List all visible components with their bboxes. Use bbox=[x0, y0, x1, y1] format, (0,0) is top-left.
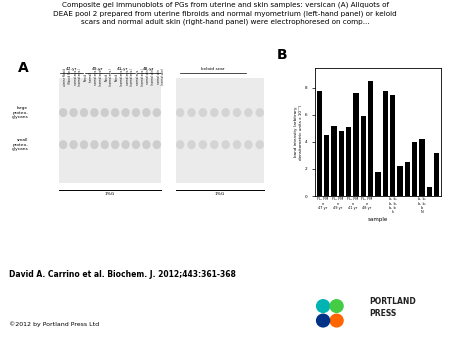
Bar bbox=[58, 78, 162, 183]
Circle shape bbox=[329, 299, 344, 313]
Ellipse shape bbox=[122, 108, 130, 117]
Ellipse shape bbox=[221, 140, 230, 149]
Ellipse shape bbox=[59, 108, 68, 117]
Ellipse shape bbox=[210, 108, 219, 117]
Text: normal myo.
(normal myo.): normal myo. (normal myo.) bbox=[126, 68, 134, 86]
Ellipse shape bbox=[244, 140, 252, 149]
Text: uterine fibroid
(fibroid fibr.): uterine fibroid (fibroid fibr.) bbox=[63, 68, 72, 86]
Circle shape bbox=[316, 314, 330, 328]
Ellipse shape bbox=[100, 108, 109, 117]
Ellipse shape bbox=[142, 108, 151, 117]
Ellipse shape bbox=[69, 140, 78, 149]
Text: fibroid
(normal myo.): fibroid (normal myo.) bbox=[115, 68, 124, 86]
Bar bbox=[324, 135, 329, 196]
Text: B: B bbox=[277, 48, 288, 63]
Ellipse shape bbox=[221, 108, 230, 117]
Bar bbox=[338, 131, 344, 196]
Ellipse shape bbox=[132, 108, 140, 117]
Text: 47-yr: 47-yr bbox=[66, 68, 77, 71]
Text: 49-yr: 49-yr bbox=[91, 68, 103, 71]
Ellipse shape bbox=[244, 108, 252, 117]
Ellipse shape bbox=[153, 140, 161, 149]
X-axis label: sample: sample bbox=[368, 217, 388, 222]
Bar bbox=[176, 78, 265, 183]
Text: 48-yr: 48-yr bbox=[143, 68, 154, 71]
Circle shape bbox=[316, 299, 330, 313]
Ellipse shape bbox=[210, 140, 219, 149]
Ellipse shape bbox=[90, 140, 99, 149]
Text: PORTLAND
PRESS: PORTLAND PRESS bbox=[369, 297, 416, 317]
Text: normal myo.
(normal myo.): normal myo. (normal myo.) bbox=[94, 68, 103, 86]
Text: small
proteo-
glycans: small proteo- glycans bbox=[11, 138, 28, 151]
Circle shape bbox=[329, 314, 344, 328]
Ellipse shape bbox=[90, 108, 99, 117]
Ellipse shape bbox=[233, 140, 241, 149]
Ellipse shape bbox=[256, 140, 264, 149]
Ellipse shape bbox=[111, 108, 119, 117]
Ellipse shape bbox=[176, 108, 184, 117]
Bar bbox=[331, 126, 337, 196]
Ellipse shape bbox=[142, 140, 151, 149]
Ellipse shape bbox=[199, 140, 207, 149]
Text: fibroid
(normal): fibroid (normal) bbox=[84, 71, 93, 82]
Ellipse shape bbox=[122, 140, 130, 149]
Ellipse shape bbox=[80, 108, 88, 117]
Bar bbox=[346, 127, 351, 196]
Ellipse shape bbox=[233, 108, 241, 117]
Bar bbox=[412, 142, 418, 196]
Bar bbox=[405, 162, 410, 196]
Ellipse shape bbox=[187, 140, 196, 149]
Ellipse shape bbox=[59, 140, 68, 149]
Bar bbox=[368, 81, 373, 196]
Ellipse shape bbox=[111, 140, 119, 149]
Ellipse shape bbox=[100, 140, 109, 149]
Ellipse shape bbox=[176, 140, 184, 149]
Text: 41-yr: 41-yr bbox=[117, 68, 129, 71]
Ellipse shape bbox=[153, 108, 161, 117]
Ellipse shape bbox=[69, 108, 78, 117]
Text: normal skin
(normal skin): normal skin (normal skin) bbox=[157, 68, 166, 85]
Text: fibroid
(normal myo.): fibroid (normal myo.) bbox=[105, 68, 113, 86]
Text: 1%G: 1%G bbox=[105, 192, 115, 196]
Bar bbox=[419, 139, 425, 196]
Bar bbox=[390, 95, 396, 196]
Bar bbox=[382, 91, 388, 196]
Ellipse shape bbox=[199, 108, 207, 117]
Ellipse shape bbox=[256, 108, 264, 117]
Ellipse shape bbox=[80, 140, 88, 149]
Bar bbox=[317, 91, 322, 196]
Ellipse shape bbox=[187, 108, 196, 117]
Bar bbox=[360, 116, 366, 196]
Bar bbox=[434, 153, 439, 196]
Bar bbox=[397, 166, 403, 196]
Bar bbox=[353, 93, 359, 196]
Text: large
proteo-
glycans: large proteo- glycans bbox=[11, 106, 28, 119]
Bar bbox=[375, 172, 381, 196]
Y-axis label: band intensity (arbitrary
densitometric units x 10⁻¹): band intensity (arbitrary densitometric … bbox=[294, 104, 303, 160]
Ellipse shape bbox=[132, 140, 140, 149]
Text: A: A bbox=[18, 61, 29, 75]
Text: David A. Carrino et al. Biochem. J. 2012;443:361-368: David A. Carrino et al. Biochem. J. 2012… bbox=[9, 270, 236, 280]
Text: ©2012 by Portland Press Ltd: ©2012 by Portland Press Ltd bbox=[9, 321, 99, 327]
Text: normal myo.
(normal myo.): normal myo. (normal myo.) bbox=[74, 68, 82, 86]
Text: normal myo.
(normal myo.): normal myo. (normal myo.) bbox=[136, 68, 144, 86]
Text: Composite gel immunoblots of PGs from uterine and skin samples: versican (A) Ali: Composite gel immunoblots of PGs from ut… bbox=[53, 2, 397, 25]
Text: keloid scar: keloid scar bbox=[201, 68, 225, 71]
Text: 1%G: 1%G bbox=[215, 192, 225, 196]
Text: normal skin
(normal skin): normal skin (normal skin) bbox=[146, 68, 155, 85]
Bar bbox=[427, 187, 432, 196]
